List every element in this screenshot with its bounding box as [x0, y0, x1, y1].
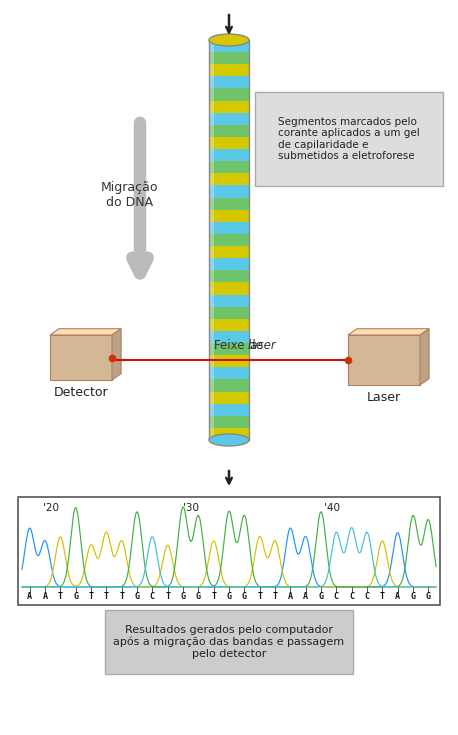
Text: T: T [58, 592, 63, 601]
Bar [209, 234, 249, 247]
Text: C: C [365, 592, 370, 601]
FancyBboxPatch shape [18, 497, 440, 605]
Text: Detector: Detector [54, 385, 108, 398]
Bar [209, 416, 249, 429]
Bar [209, 149, 249, 162]
Text: A: A [303, 592, 308, 601]
Text: C: C [349, 592, 354, 601]
Text: C: C [150, 592, 155, 601]
Polygon shape [348, 329, 429, 335]
Text: Feixe de: Feixe de [213, 339, 267, 352]
Bar [209, 112, 249, 126]
Bar [209, 306, 249, 320]
Bar [209, 173, 249, 186]
Text: T: T [104, 592, 109, 601]
Bar [209, 258, 249, 271]
Text: A: A [395, 592, 400, 601]
Bar [209, 379, 249, 392]
Bar [209, 222, 249, 234]
Text: G: G [410, 592, 415, 601]
Text: Laser: Laser [367, 390, 401, 404]
Text: '20: '20 [43, 503, 59, 513]
Text: G: G [426, 592, 431, 601]
Bar [209, 185, 249, 198]
Text: T: T [380, 592, 385, 601]
Text: '40: '40 [324, 503, 340, 513]
Text: G: G [73, 592, 78, 601]
Polygon shape [420, 329, 429, 385]
Text: Resultados gerados pelo computador
após a migração das bandas e passagem
pelo de: Resultados gerados pelo computador após … [114, 625, 344, 659]
Text: T: T [211, 592, 216, 601]
Text: C: C [334, 592, 339, 601]
FancyBboxPatch shape [255, 92, 443, 186]
Text: T: T [119, 592, 124, 601]
Text: G: G [242, 592, 247, 601]
Bar [209, 355, 249, 368]
Bar [209, 64, 249, 77]
FancyBboxPatch shape [105, 610, 353, 674]
Text: Segmentos marcados pelo
corante aplicados a um gel
de capilaridade e
submetidos : Segmentos marcados pelo corante aplicado… [278, 117, 420, 162]
Bar [209, 246, 249, 259]
Text: Migração
do DNA: Migração do DNA [101, 181, 159, 209]
Polygon shape [348, 335, 420, 385]
Bar [209, 295, 249, 307]
Bar [209, 282, 249, 295]
Text: G: G [135, 592, 140, 601]
Text: G: G [227, 592, 231, 601]
Text: A: A [27, 592, 32, 601]
Bar [209, 331, 249, 344]
Text: T: T [88, 592, 93, 601]
Bar [209, 198, 249, 210]
Polygon shape [50, 335, 112, 380]
Text: G: G [318, 592, 323, 601]
Bar [209, 209, 249, 223]
Text: T: T [273, 592, 278, 601]
Text: A: A [43, 592, 48, 601]
Bar [209, 404, 249, 417]
Text: laser: laser [248, 339, 276, 352]
Text: A: A [288, 592, 293, 601]
Text: T: T [257, 592, 262, 601]
Ellipse shape [209, 434, 249, 446]
Bar [209, 428, 249, 441]
Bar [209, 319, 249, 331]
Text: G: G [196, 592, 201, 601]
Bar [209, 40, 249, 53]
Bar [209, 40, 214, 440]
Bar [209, 125, 249, 137]
Bar [209, 88, 249, 101]
Bar [209, 52, 249, 65]
Text: G: G [180, 592, 185, 601]
Polygon shape [112, 329, 121, 380]
Text: '30: '30 [184, 503, 200, 513]
Bar [209, 392, 249, 404]
Bar [209, 137, 249, 150]
Polygon shape [50, 329, 121, 335]
Bar [209, 270, 249, 283]
Bar [209, 368, 249, 380]
Bar [209, 101, 249, 113]
Text: T: T [165, 592, 170, 601]
Bar [209, 343, 249, 356]
Bar [209, 76, 249, 89]
Ellipse shape [209, 34, 249, 46]
Bar [209, 161, 249, 174]
